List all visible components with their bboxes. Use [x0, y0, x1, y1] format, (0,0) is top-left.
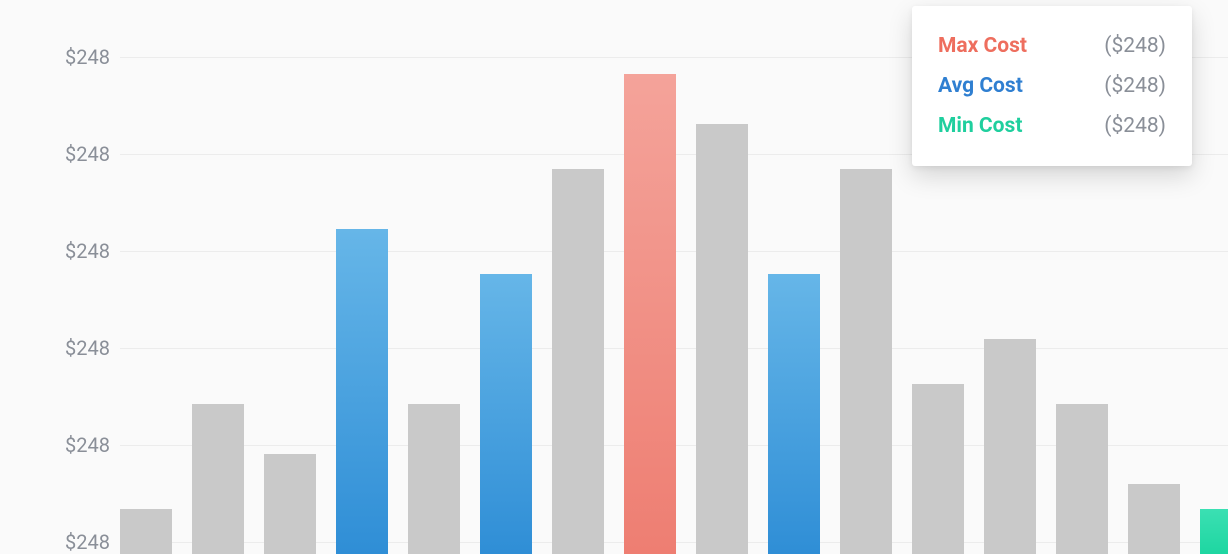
bar[interactable] [768, 274, 820, 554]
bar[interactable] [552, 169, 604, 554]
bar[interactable] [480, 274, 532, 554]
cost-chart: $248 $248 $248 $248 $248 $248 Max Cost (… [0, 0, 1228, 554]
tooltip-row-min: Min Cost ($248) [938, 106, 1166, 146]
tooltip-label-min: Min Cost [938, 114, 1022, 138]
y-tick-label: $248 [65, 142, 110, 166]
tooltip-value-min: ($248) [1104, 114, 1166, 138]
tooltip-label-avg: Avg Cost [938, 74, 1023, 98]
bar[interactable] [408, 404, 460, 554]
bar[interactable] [1056, 404, 1108, 554]
bar[interactable] [336, 229, 388, 554]
bar[interactable] [120, 509, 172, 554]
y-axis: $248 $248 $248 $248 $248 $248 [0, 0, 120, 554]
bar[interactable] [1128, 484, 1180, 554]
y-tick-label: $248 [65, 239, 110, 263]
tooltip-label-max: Max Cost [938, 34, 1027, 58]
bar[interactable] [192, 404, 244, 554]
tooltip-value-avg: ($248) [1104, 74, 1166, 98]
tooltip-row-max: Max Cost ($248) [938, 26, 1166, 66]
bar[interactable] [912, 384, 964, 554]
bar[interactable] [984, 339, 1036, 554]
y-tick-label: $248 [65, 45, 110, 69]
bar[interactable] [1200, 509, 1228, 554]
tooltip-value-max: ($248) [1104, 34, 1166, 58]
y-tick-label: $248 [65, 530, 110, 554]
bar[interactable] [696, 124, 748, 554]
y-tick-label: $248 [65, 336, 110, 360]
tooltip-row-avg: Avg Cost ($248) [938, 66, 1166, 106]
bar[interactable] [264, 454, 316, 554]
cost-tooltip: Max Cost ($248) Avg Cost ($248) Min Cost… [912, 6, 1192, 166]
y-tick-label: $248 [65, 433, 110, 457]
bar[interactable] [840, 169, 892, 554]
bar[interactable] [624, 74, 676, 554]
